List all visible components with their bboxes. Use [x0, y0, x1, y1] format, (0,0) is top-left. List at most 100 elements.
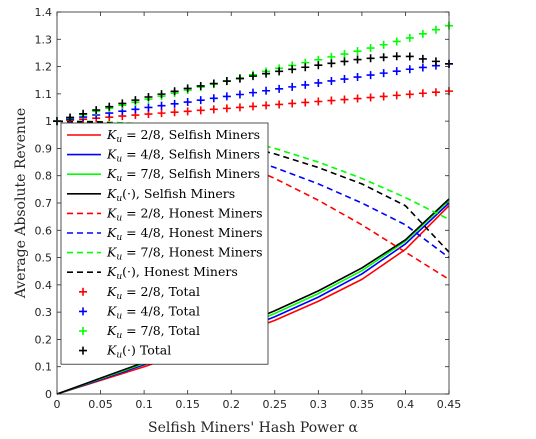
data-point-marker: [288, 65, 297, 74]
data-point-marker: [301, 63, 310, 72]
data-point-marker: [392, 37, 401, 46]
x-tick-label: 0: [54, 398, 61, 411]
data-point-marker: [418, 29, 427, 38]
x-tick-label: 0.2: [222, 398, 240, 411]
data-point-marker: [340, 75, 349, 84]
x-tick-label: 0.05: [88, 398, 113, 411]
y-tick-label: 0.8: [35, 170, 53, 183]
legend-marker: [79, 327, 87, 335]
data-point-marker: [262, 69, 271, 78]
legend-label: Ku(·) Total: [106, 343, 171, 361]
legend-marker: [79, 287, 87, 296]
data-point-marker: [301, 98, 310, 107]
data-point-marker: [353, 73, 362, 82]
y-tick-label: 0.1: [35, 361, 53, 374]
data-point-marker: [183, 107, 192, 116]
x-tick-label: 0.3: [310, 398, 328, 411]
y-tick-label: 0.3: [35, 306, 53, 319]
data-point-marker: [249, 88, 257, 97]
data-point-marker: [157, 90, 166, 99]
legend-label: Ku = 2/8, Honest Miners: [106, 205, 263, 223]
data-point-marker: [275, 84, 284, 93]
series-plus-11: [53, 52, 453, 126]
data-point-marker: [209, 105, 218, 114]
legend-label: Ku = 7/8, Total: [106, 323, 200, 341]
data-point-marker: [340, 57, 349, 66]
data-point-marker: [275, 100, 284, 109]
data-point-marker: [92, 106, 101, 115]
y-tick-label: 0.9: [35, 142, 53, 155]
legend-label: Ku = 4/8, Selfish Miners: [106, 147, 260, 165]
data-point-marker: [118, 99, 127, 108]
data-point-marker: [262, 86, 271, 95]
data-point-marker: [183, 98, 192, 107]
legend-label: Ku = 7/8, Selfish Miners: [106, 166, 260, 184]
data-point-marker: [170, 87, 179, 96]
series-plus-9: [53, 59, 453, 126]
data-point-marker: [196, 106, 205, 115]
data-point-marker: [379, 69, 388, 78]
y-tick-label: 0.5: [35, 252, 53, 265]
x-axis-label: Selfish Miners' Hash Power α: [148, 420, 359, 436]
data-point-marker: [66, 113, 75, 122]
data-point-marker: [379, 40, 388, 49]
y-axis-label: Average Absolute Revenue: [13, 108, 29, 299]
data-point-marker: [288, 82, 297, 91]
legend-label: Ku = 7/8, Honest Miners: [106, 245, 263, 263]
data-point-marker: [249, 72, 257, 81]
data-point-marker: [366, 54, 375, 63]
x-tick-label: 0.1: [135, 398, 153, 411]
data-point-marker: [157, 109, 166, 118]
data-point-marker: [288, 99, 297, 108]
data-point-marker: [340, 95, 349, 104]
data-point-marker: [418, 63, 427, 72]
y-tick-label: 1.3: [35, 33, 53, 46]
data-point-marker: [366, 44, 375, 53]
data-point-marker: [431, 57, 440, 66]
data-point-marker: [222, 104, 231, 113]
data-point-marker: [379, 92, 388, 101]
data-point-marker: [144, 103, 153, 112]
data-point-marker: [340, 50, 349, 59]
x-tick-label: 0.35: [350, 398, 375, 411]
data-point-marker: [392, 67, 401, 76]
data-point-marker: [314, 61, 323, 70]
data-point-marker: [405, 33, 414, 42]
y-tick-label: 0.6: [35, 224, 53, 237]
data-point-marker: [327, 76, 336, 85]
data-point-marker: [405, 52, 414, 61]
legend-marker: [79, 307, 87, 316]
data-point-marker: [235, 90, 244, 99]
y-tick-label: 1.2: [35, 61, 53, 74]
data-point-marker: [249, 102, 257, 111]
ticks-layer: 0 0.05 0.1 0.15 0.2 0.25 0.3 0.35 0.4 0.45 0 0.1 0.2…: [35, 6, 462, 411]
legend-box: [60, 122, 269, 365]
data-point-marker: [431, 88, 440, 97]
data-point-marker: [196, 96, 205, 105]
data-point-marker: [353, 55, 362, 64]
data-point-marker: [353, 94, 362, 103]
data-point-marker: [131, 105, 140, 114]
x-tick-label: 0.4: [397, 398, 415, 411]
legend-label: Ku(·), Honest Miners: [106, 264, 238, 282]
data-point-marker: [196, 81, 205, 90]
x-tick-label: 0.25: [263, 398, 288, 411]
data-point-marker: [301, 80, 310, 89]
legend-marker: [79, 346, 87, 355]
data-point-marker: [392, 91, 401, 100]
data-point-marker: [262, 101, 271, 110]
legend-label: Ku = 2/8, Selfish Miners: [106, 127, 260, 145]
y-tick-label: 0: [45, 388, 52, 401]
data-point-marker: [353, 47, 362, 56]
data-point-marker: [144, 92, 153, 101]
y-tick-label: 0.2: [35, 333, 53, 346]
data-point-marker: [183, 84, 192, 93]
data-point-marker: [314, 78, 323, 87]
data-point-marker: [235, 103, 244, 112]
data-point-marker: [170, 99, 179, 108]
data-point-marker: [366, 71, 375, 80]
data-point-marker: [157, 101, 166, 110]
legend-label: Ku(·), Selfish Miners: [106, 186, 235, 204]
data-point-marker: [392, 52, 401, 61]
data-point-marker: [379, 53, 388, 62]
